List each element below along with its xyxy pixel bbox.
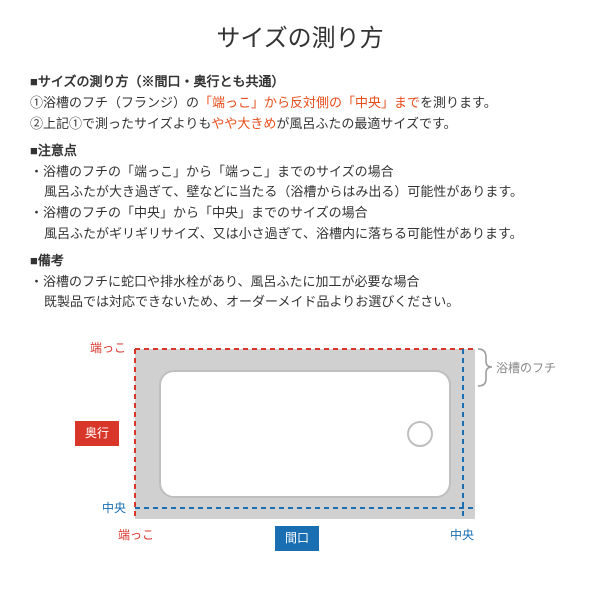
- sec2-l1: ・浴槽のフチの「端っこ」から「端っこ」までのサイズの場合: [30, 162, 570, 183]
- badge-depth: 奥行: [75, 421, 119, 446]
- label-center-h: 中央: [450, 526, 474, 545]
- sec2-l2: 風呂ふたが大き過ぎて、壁などに当たる（浴槽からはみ出る）可能性があります。: [44, 182, 570, 203]
- page-title: サイズの測り方: [30, 20, 570, 58]
- label-edge-bottom: 端っこ: [118, 526, 154, 545]
- label-rim: 浴槽のフチ: [496, 359, 556, 378]
- label-center-v: 中央: [102, 499, 126, 518]
- sec2-l3: ・浴槽のフチの「中央」から「中央」までのサイズの場合: [30, 203, 570, 224]
- section-1: ■サイズの測り方（※間口・奥行とも共通） ①浴槽のフチ（フランジ）の「端っこ」か…: [30, 72, 570, 134]
- sec3-l1: ・浴槽のフチに蛇口や排水栓があり、風呂ふたに加工が必要な場合: [30, 272, 570, 293]
- sec1-l1b-highlight: 「端っこ」から反対側の「中央」まで: [199, 95, 420, 110]
- sec1-l2b-highlight: やや大きめ: [211, 116, 276, 131]
- sec1-head: ■サイズの測り方（※間口・奥行とも共通）: [30, 72, 570, 93]
- diagram: 端っこ 中央 端っこ 中央 浴槽のフチ 奥行 間口: [30, 331, 570, 561]
- sec1-l1c: を測ります。: [420, 95, 497, 110]
- sec1-l2c: が風呂ふたの最適サイズです。: [276, 116, 456, 131]
- sec3-head: ■備考: [30, 251, 570, 272]
- sec3-l2: 既製品では対応できないため、オーダーメイド品よりお選びください。: [44, 292, 570, 313]
- label-edge-top: 端っこ: [90, 339, 126, 358]
- section-2: ■注意点 ・浴槽のフチの「端っこ」から「端っこ」までのサイズの場合 風呂ふたが大…: [30, 141, 570, 245]
- sec1-l2a: ②上記①で測ったサイズよりも: [30, 116, 211, 131]
- sec1-l1a: ①浴槽のフチ（フランジ）の: [30, 95, 199, 110]
- sec1-line1: ①浴槽のフチ（フランジ）の「端っこ」から反対側の「中央」までを測ります。: [30, 93, 570, 114]
- section-3: ■備考 ・浴槽のフチに蛇口や排水栓があり、風呂ふたに加工が必要な場合 既製品では…: [30, 251, 570, 313]
- sec1-line2: ②上記①で測ったサイズよりもやや大きめが風呂ふたの最適サイズです。: [30, 114, 570, 135]
- rim-brace: [478, 349, 492, 386]
- sec2-l4: 風呂ふたがギリギリサイズ、又は小さ過ぎて、浴槽内に落ちる可能性があります。: [44, 224, 570, 245]
- tub-inner: [160, 371, 450, 497]
- badge-width: 間口: [275, 526, 319, 551]
- sec2-head: ■注意点: [30, 141, 570, 162]
